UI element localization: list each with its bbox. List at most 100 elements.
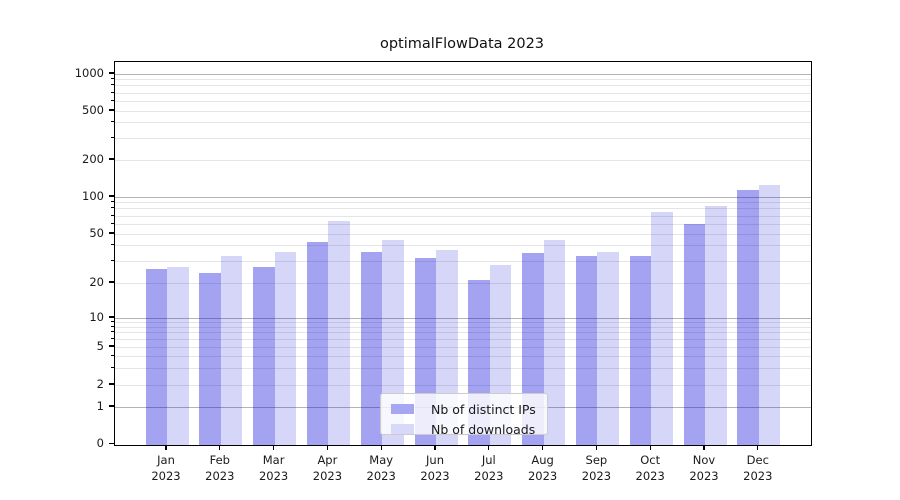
legend-swatch-downloads [391,424,414,434]
y-tick-label: 5 [96,338,104,353]
bar-distinct-ips [306,242,329,445]
legend-label-ips: Nb of distinct IPs [431,401,536,417]
x-tick-label: Mar 2023 [258,453,289,483]
x-tick-mark [541,445,544,451]
minor-gridline [115,215,811,217]
y-tick-mark [109,72,114,74]
minor-gridline [115,122,811,124]
bar-downloads [543,239,566,445]
bar-distinct-ips [199,273,221,445]
x-tick-mark [703,445,705,451]
x-tick-mark [488,445,490,451]
bar-downloads [705,205,727,445]
y-minor-tick-mark [111,207,114,209]
x-tick-label: Feb 2023 [205,453,235,483]
bar-downloads [328,220,350,445]
y-minor-tick-mark [111,337,114,339]
y-tick-mark [109,281,114,283]
bar-distinct-ips [575,256,598,445]
minor-gridline [115,321,811,323]
y-minor-tick-mark [111,325,114,327]
bar-downloads [758,185,781,445]
bar-downloads [220,256,243,445]
y-minor-tick-mark [111,354,114,356]
x-tick-label: Aug 2023 [527,453,558,483]
minor-gridline [115,346,811,348]
legend: Nb of distinct IPs Nb of downloads [380,393,548,437]
x-tick-mark [380,445,382,451]
y-tick-label: 0 [96,436,104,450]
y-minor-tick-mark [111,78,114,80]
bar-distinct-ips [629,256,652,445]
minor-gridline [115,355,811,357]
y-tick-mark [109,442,114,445]
legend-label-downloads: Nb of downloads [431,421,536,437]
bar-downloads [167,266,189,445]
legend-swatch-ips [391,404,414,414]
y-tick-mark [109,345,114,347]
x-tick-mark [165,445,167,451]
y-tick-label: 20 [89,274,104,289]
y-tick-mark [109,158,114,160]
x-tick-mark [757,445,759,451]
bar-distinct-ips [737,189,759,445]
y-minor-tick-mark [111,320,114,322]
y-tick-mark [109,405,114,407]
minor-gridline [115,137,811,139]
y-minor-tick-mark [111,214,114,216]
bar-distinct-ips [145,268,167,445]
chart-title: optimalFlowData 2023 [379,36,545,52]
bar-distinct-ips [253,266,275,445]
y-tick-label: 1 [96,398,104,413]
x-tick-label: Jan 2023 [151,453,181,483]
x-tick-label: Jul 2023 [474,453,504,483]
minor-gridline [115,260,811,262]
y-tick-label: 100 [82,188,104,203]
x-tick-label: Nov 2023 [689,453,719,483]
x-tick-label: Dec 2023 [743,453,773,483]
y-minor-tick-mark [111,201,114,203]
major-gridline [115,73,811,75]
y-tick-label: 50 [89,225,104,240]
y-tick-mark [109,232,114,234]
bar-distinct-ips [683,224,705,445]
bar-downloads [651,212,673,445]
major-gridline [115,317,811,319]
legend-item-distinct-ips: Nb of distinct IPs [391,399,537,419]
x-tick-label: May 2023 [366,453,396,483]
legend-item-downloads: Nb of downloads [391,419,537,439]
y-minor-tick-mark [111,331,114,333]
x-tick-mark [434,445,436,451]
major-gridline [115,196,811,198]
bar-downloads [597,251,619,445]
x-tick-label: Oct 2023 [635,453,665,483]
minor-gridline [115,208,811,210]
minor-gridline [115,245,811,247]
minor-gridline [115,159,811,161]
minor-gridline [115,223,811,225]
y-tick-label: 1000 [74,65,104,80]
bar-downloads [274,251,297,445]
y-tick-mark [109,383,114,385]
x-tick-label: Sep 2023 [581,453,612,483]
y-tick-mark [109,316,114,318]
y-tick-label: 2 [96,376,104,391]
minor-gridline [115,338,811,340]
y-minor-tick-mark [111,136,114,138]
y-tick-label: 500 [82,102,104,117]
minor-gridline [115,384,811,386]
y-tick-label: 200 [82,151,104,166]
x-tick-mark [326,445,329,451]
x-tick-label: Jun 2023 [420,453,450,483]
minor-gridline [115,233,811,235]
minor-gridline [115,100,811,102]
minor-gridline [115,332,811,334]
minor-gridline [115,326,811,328]
y-tick-label: 10 [89,309,104,324]
y-minor-tick-mark [111,121,114,123]
minor-gridline [115,85,811,87]
y-minor-tick-mark [111,366,114,368]
minor-gridline [115,282,811,284]
y-minor-tick-mark [111,244,114,246]
x-tick-mark [649,445,651,451]
